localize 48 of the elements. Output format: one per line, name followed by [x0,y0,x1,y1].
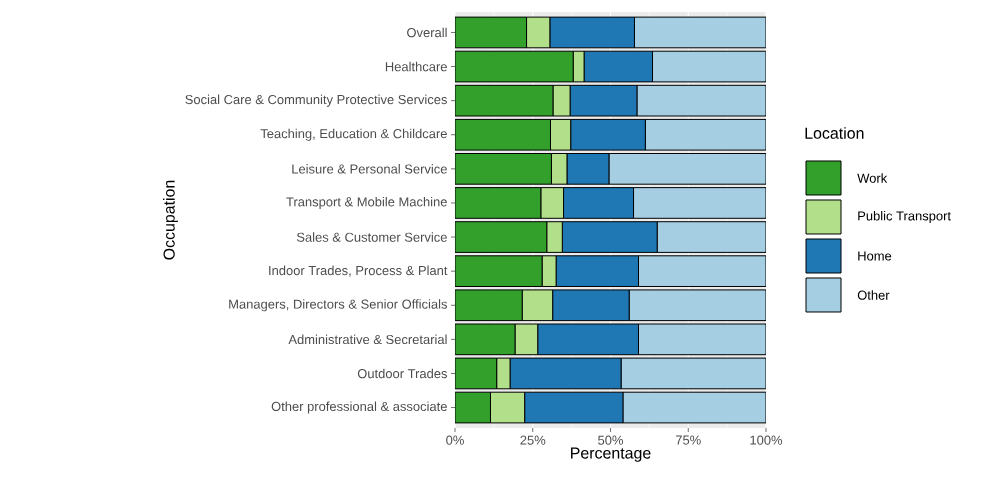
bar [455,323,516,356]
bar [628,289,766,322]
bar [620,357,766,390]
bar [455,50,574,83]
text: Work [857,173,888,183]
y-tick-label: Indoor Trades, Process & Plant [269,265,448,277]
bar [633,16,766,49]
bar [455,357,498,390]
bar [633,187,766,219]
bar [455,391,491,424]
bar [637,323,766,356]
bar [656,221,766,253]
text: Other [857,290,890,300]
x-tick-label: 50% [598,435,624,445]
x-axis-title: Percentage [571,447,651,462]
text: Public Transport [858,210,951,224]
bar [455,255,543,287]
y-axis-title: Occupation [163,180,178,260]
y-tick-label: Managers, Directors & Senior Officials [229,299,447,312]
bar [636,84,766,117]
bar [455,16,528,49]
bar [651,50,766,83]
bar [455,187,542,219]
y-tick-label: Other professional & associate [271,401,447,414]
bar [622,391,766,424]
text: Home [858,251,892,261]
x-tick-label: 75% [675,435,701,445]
y-tick-label: Sales & Customer Service [296,232,447,242]
legend-title: Location [805,127,864,139]
y-tick-label: Administrative & Secretarial [288,334,447,345]
bar [455,84,554,117]
bar [455,118,551,151]
y-tick-label: Leisure & Personal Service [292,164,447,174]
y-tick-label: Overall [407,27,447,38]
bar [455,289,523,322]
bar [608,153,766,185]
y-tick-label: Healthcare [385,61,447,72]
bar [644,118,766,151]
x-tick-label: 100% [750,435,783,445]
bar [455,153,552,185]
x-tick-label: 0% [446,435,464,445]
x-tick-label: 25% [520,435,546,445]
bar [455,221,548,253]
bar [637,255,766,287]
y-tick-label: Teaching, Education & Childcare [260,128,447,141]
y-tick-label: Transport & Mobile Machine [286,196,447,209]
y-tick-label: Social Care & Community Protective Services [185,94,447,107]
y-tick-label: Outdoor Trades [357,368,448,379]
